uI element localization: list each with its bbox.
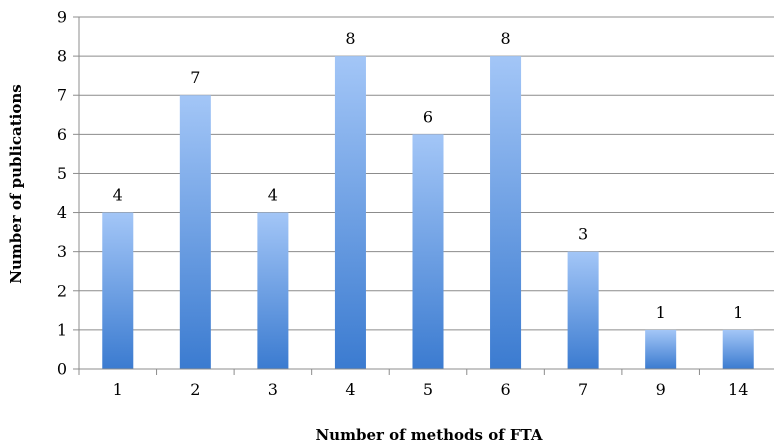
y-tick-label: 7 [57,86,67,105]
y-tick-label: 5 [57,164,67,183]
y-axis-title: Number of publications [7,84,25,283]
bar-6 [490,56,522,369]
x-tick-label: 5 [423,380,433,399]
data-label-4: 8 [345,29,355,48]
bar-1 [102,212,134,369]
data-label-14: 1 [733,303,743,322]
bar-7 [567,251,599,369]
data-label-6: 8 [500,29,510,48]
data-labels: 4 7 4 8 6 8 3 1 1 [113,29,744,322]
bar-9 [645,329,677,369]
y-tick-label: 1 [57,320,67,339]
y-tick-label: 0 [57,360,67,379]
bar-2 [179,95,211,369]
bar-5 [412,134,444,369]
x-tick-label: 9 [656,380,666,399]
y-tick-label: 4 [57,203,67,222]
bars [102,56,754,369]
x-tick-label: 14 [728,380,748,399]
y-tick-label: 6 [57,125,67,144]
x-tick-label: 3 [268,380,278,399]
x-tick-label: 1 [113,380,123,399]
x-axis-title: Number of methods of FTA [315,426,542,444]
data-label-3: 4 [268,186,278,205]
data-label-5: 6 [423,107,433,126]
data-label-2: 7 [190,68,200,87]
x-tick-label: 2 [190,380,200,399]
x-tick-label: 6 [500,380,510,399]
bar-4 [334,56,366,369]
data-label-9: 1 [656,303,666,322]
x-tick-label: 7 [578,380,588,399]
y-tick-label: 3 [57,242,67,261]
data-label-1: 4 [113,186,123,205]
y-tick-label: 8 [57,47,67,66]
data-label-7: 3 [578,225,588,244]
y-tick-label: 2 [57,281,67,300]
bar-14 [722,329,754,369]
x-tick-label: 4 [345,380,355,399]
bar-3 [257,212,289,369]
y-tick-label: 9 [57,8,67,27]
